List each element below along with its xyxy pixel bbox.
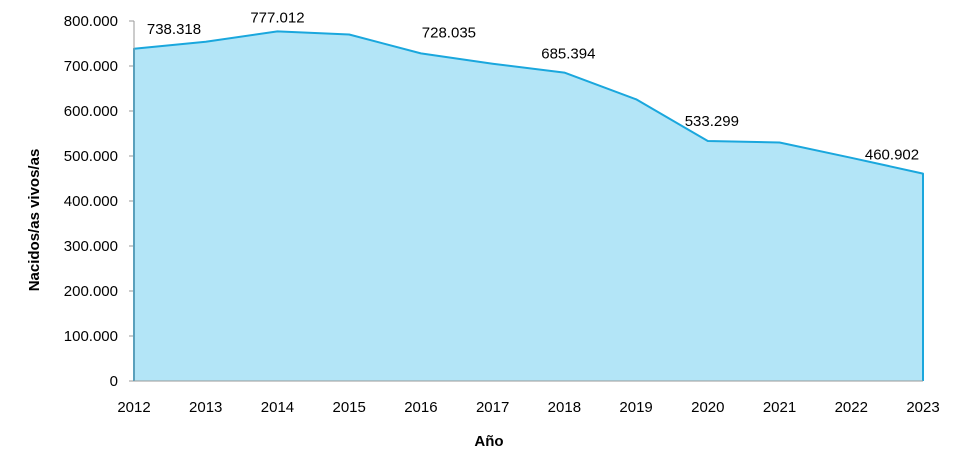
y-axis-title: Nacidos/as vivos/as [26,149,43,292]
x-tick-label: 2021 [763,399,796,416]
y-tick-label: 100.000 [64,328,118,345]
x-tick-label: 2016 [404,399,437,416]
data-label: 533.299 [685,113,739,130]
x-axis-ticks: 2012 2013 2014 2015 2016 2017 2018 2019 2020 2021… [117,399,939,416]
x-tick-label: 2018 [548,399,581,416]
x-axis-title: Año [474,433,503,450]
x-tick-label: 2017 [476,399,509,416]
y-tick-label: 800.000 [64,13,118,30]
x-tick-label: 2020 [691,399,724,416]
data-label: 685.394 [541,46,595,63]
x-tick-label: 2015 [332,399,365,416]
area-fill [134,31,923,381]
data-label: 728.035 [422,24,476,41]
y-tick-label: 400.000 [64,193,118,210]
y-tick-label: 300.000 [64,238,118,255]
x-tick-label: 2014 [261,399,294,416]
y-axis-ticks: 0 100.000 200.000 300.000 400.000 500.000 600.… [64,13,134,390]
data-label: 738.318 [147,21,201,38]
y-tick-label: 500.000 [64,148,118,165]
data-label: 777.012 [250,9,304,26]
y-tick-label: 600.000 [64,103,118,120]
x-tick-label: 2019 [619,399,652,416]
data-label: 460.902 [865,147,919,164]
series-line [133,30,924,381]
y-tick-label: 200.000 [64,283,118,300]
x-tick-label: 2022 [835,399,868,416]
y-tick-label: 0 [110,373,118,390]
data-labels: 738.318 777.012 728.035 685.394 533.299 460.9… [147,9,919,163]
y-tick-label: 700.000 [64,58,118,75]
x-tick-label: 2023 [906,399,939,416]
x-tick-label: 2012 [117,399,150,416]
plot-area [133,21,924,382]
x-tick-label: 2013 [189,399,222,416]
